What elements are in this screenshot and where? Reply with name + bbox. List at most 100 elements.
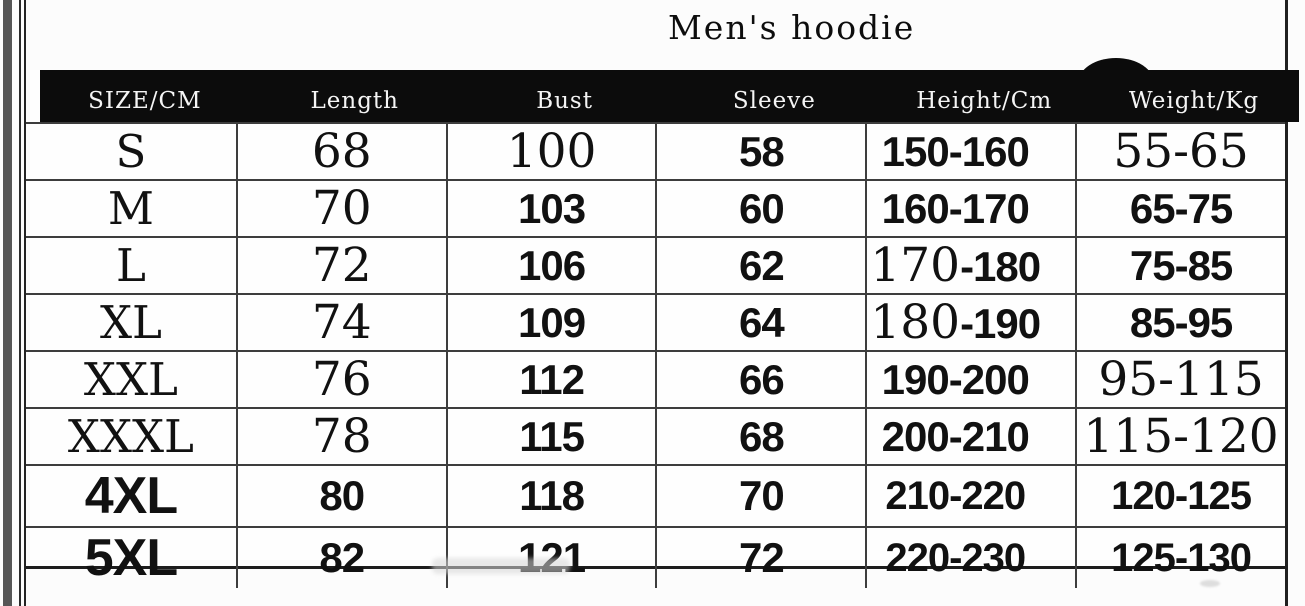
cell-segment: 95-115	[1098, 352, 1264, 407]
cell-segment: -190	[960, 300, 1041, 347]
cell-text: 62	[739, 241, 785, 290]
cell-text: 60	[739, 184, 785, 233]
column-header-label: SIZE/CM	[88, 88, 202, 114]
cell-text: 120-125	[1111, 474, 1252, 519]
value-cell: 200-210	[865, 407, 1076, 464]
cell-segment: 60	[739, 184, 785, 232]
cell-segment: 150-160	[881, 127, 1030, 175]
cell-segment: 82	[319, 534, 365, 581]
value-cell: 180-190	[865, 293, 1076, 350]
value-cell: 95-115	[1075, 350, 1285, 407]
cell-segment: 64	[739, 298, 785, 346]
cell-segment: 118	[519, 472, 585, 519]
value-cell: 76	[235, 350, 446, 407]
cell-text: 68	[312, 124, 372, 179]
cell-segment: 115-120	[1083, 409, 1279, 464]
cell-segment: 80	[319, 472, 365, 519]
cell-text: 70	[739, 472, 785, 520]
cell-text: 220-230	[885, 536, 1026, 581]
size-cell: XL	[26, 293, 236, 350]
value-cell: 120-125	[1075, 464, 1285, 526]
cell-segment: XL	[99, 296, 162, 349]
value-cell: 78	[235, 407, 446, 464]
value-cell: 115-120	[1075, 407, 1285, 464]
value-cell: 210-220	[865, 464, 1076, 526]
cell-segment: 100	[506, 124, 597, 179]
cell-text: 80	[319, 472, 365, 520]
size-cell: 4XL	[26, 464, 236, 526]
value-cell: 100	[445, 122, 656, 179]
cell-segment: 75-85	[1129, 241, 1233, 289]
cell-text: 180-190	[870, 295, 1041, 350]
cell-segment: 72	[311, 238, 372, 293]
value-cell: 68	[655, 407, 866, 464]
column-header: Length	[249, 70, 460, 122]
value-cell: 103	[445, 179, 656, 236]
cell-text: XXXL	[68, 410, 194, 463]
cell-text: 82	[319, 534, 365, 582]
value-cell: 72	[655, 526, 866, 588]
value-cell: 70	[655, 464, 866, 526]
page-edge-line-right	[1285, 0, 1288, 606]
cell-segment: 190-200	[881, 355, 1030, 403]
column-header-label: Length	[310, 88, 399, 114]
cell-segment: 58	[739, 127, 785, 175]
cell-text: 64	[739, 298, 785, 347]
cell-segment: 4XL	[84, 467, 178, 525]
size-cell: XXL	[26, 350, 236, 407]
cell-segment: M	[107, 182, 154, 235]
value-cell: 85-95	[1075, 293, 1285, 350]
cell-segment: 62	[739, 241, 785, 289]
cell-text: 5XL	[84, 528, 178, 588]
value-cell: 150-160	[865, 122, 1076, 179]
value-cell: 125-130	[1075, 526, 1285, 588]
cell-segment: 78	[311, 409, 372, 464]
cell-text: 125-130	[1111, 535, 1252, 581]
value-cell: 190-200	[865, 350, 1076, 407]
cell-text: 74	[312, 295, 372, 350]
cell-text: 70	[312, 181, 372, 236]
value-cell: 72	[235, 236, 446, 293]
size-cell: M	[26, 179, 236, 236]
value-cell: 68	[235, 122, 446, 179]
value-cell: 170-180	[865, 236, 1076, 293]
cell-text: XL	[100, 296, 162, 349]
cell-segment: 103	[518, 184, 586, 232]
size-cell: S	[26, 122, 236, 179]
cell-segment: 68	[311, 124, 372, 179]
cell-text: 115-120	[1083, 409, 1278, 464]
value-cell: 160-170	[865, 179, 1076, 236]
value-cell: 64	[655, 293, 866, 350]
value-cell: 80	[235, 464, 446, 526]
cell-segment: 85-95	[1129, 298, 1233, 346]
cell-text: 112	[519, 356, 585, 404]
cell-segment: 125-130	[1111, 535, 1252, 580]
cell-segment: 170	[870, 238, 961, 293]
cell-segment: XXL	[83, 353, 178, 406]
cell-text: 103	[518, 184, 586, 233]
value-cell: 112	[445, 350, 656, 407]
value-cell: 109	[445, 293, 656, 350]
cell-text: 4XL	[84, 466, 178, 526]
size-cell: 5XL	[26, 526, 236, 588]
size-cell: XXXL	[26, 407, 236, 464]
cell-segment: 74	[311, 295, 372, 350]
size-cell: L	[26, 236, 236, 293]
cell-segment: 5XL	[84, 529, 178, 587]
cell-segment: 72	[739, 534, 785, 581]
cell-text: 190-200	[881, 355, 1030, 404]
column-header-label: Height/Cm	[916, 88, 1053, 114]
cell-segment: 66	[739, 355, 785, 403]
value-cell: 82	[235, 526, 446, 588]
cell-segment: 160-170	[881, 184, 1030, 232]
value-cell: 60	[655, 179, 866, 236]
cell-segment: 68	[739, 412, 785, 460]
cell-segment: 70	[739, 472, 785, 519]
page-title: Men's hoodie	[668, 8, 916, 47]
cell-segment: 76	[311, 352, 372, 407]
cell-text: 170-180	[870, 238, 1041, 293]
cell-text: 72	[312, 238, 372, 293]
cell-text: 78	[312, 409, 372, 464]
cell-text: 200-210	[882, 413, 1030, 461]
